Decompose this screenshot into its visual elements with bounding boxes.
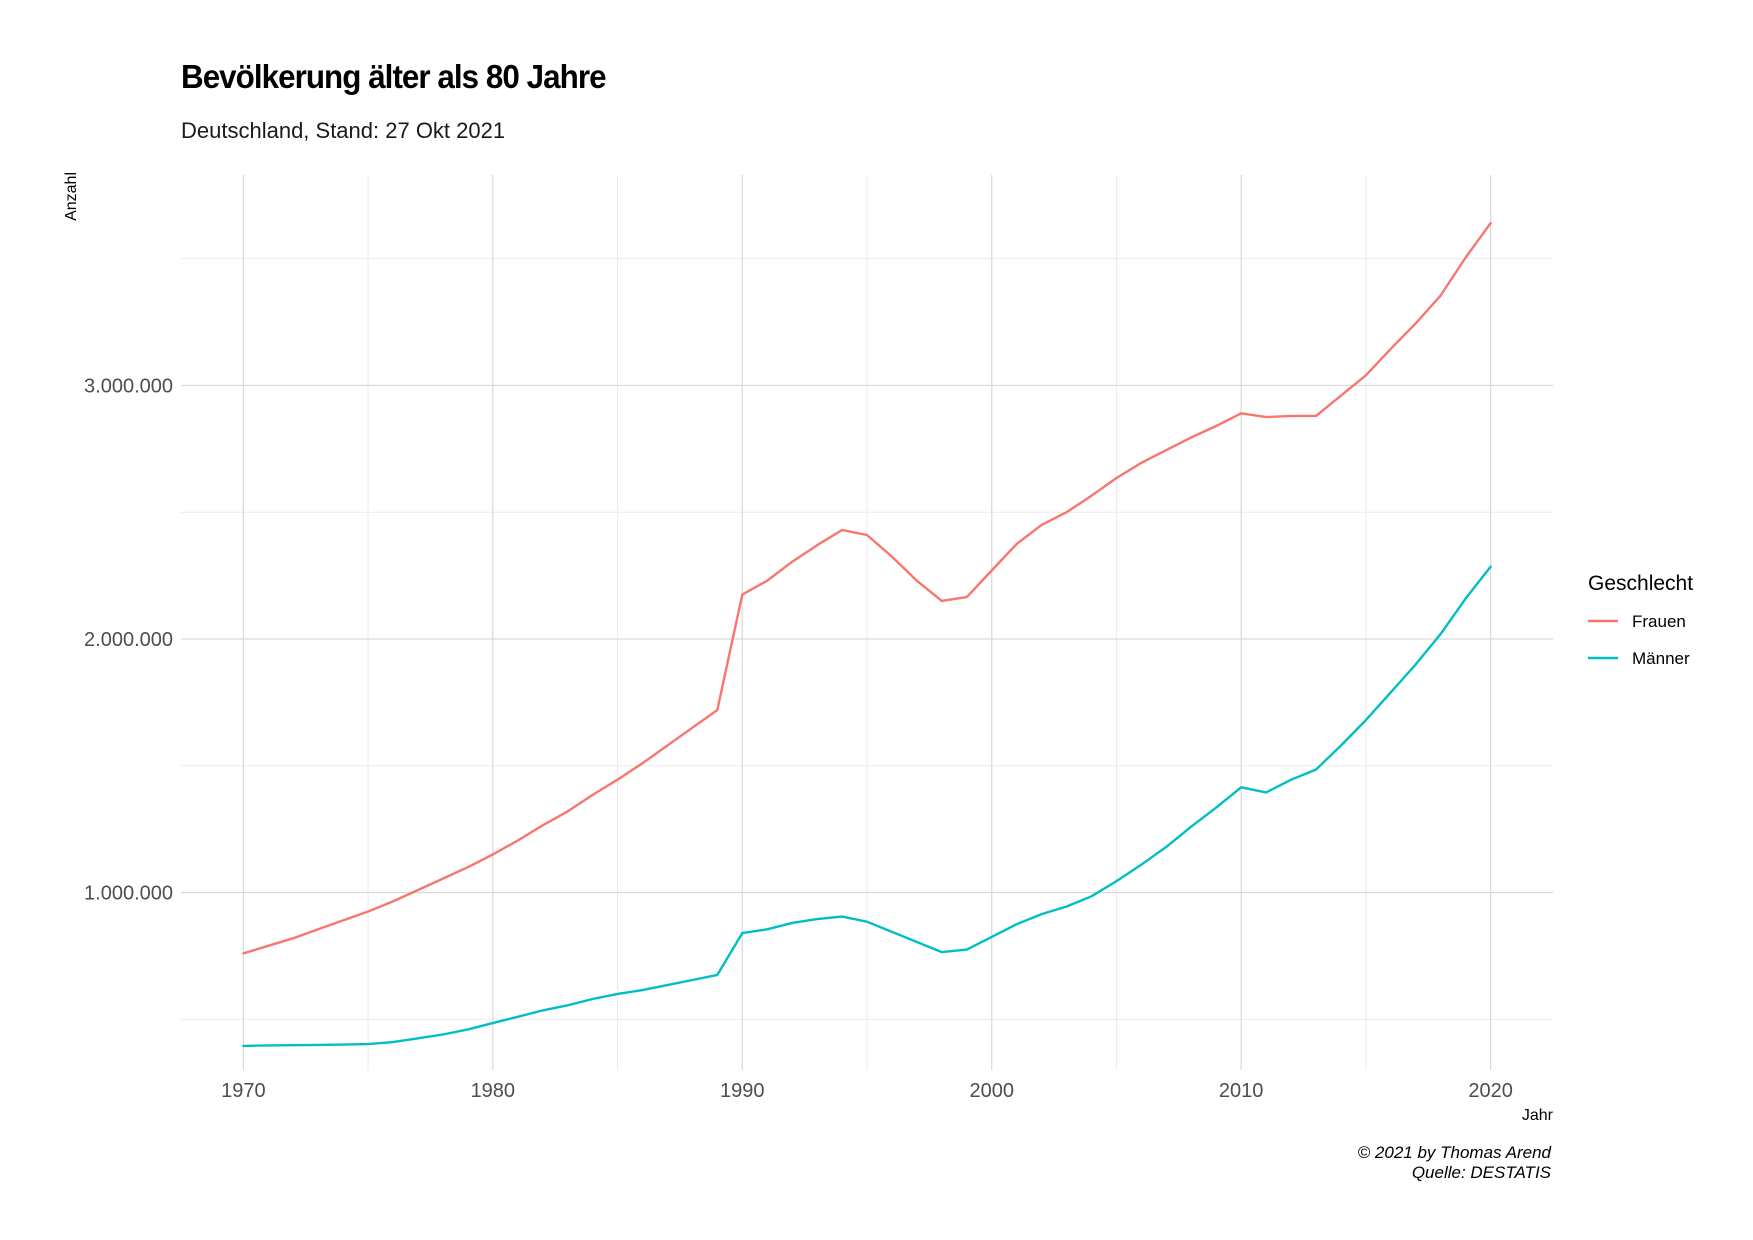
y-tick-label: 2.000.000 [84, 629, 173, 651]
legend-title: Geschlecht [1588, 572, 1693, 595]
y-tick-label: 3.000.000 [84, 375, 173, 397]
caption-copyright: © 2021 by Thomas Arend [1357, 1143, 1551, 1162]
y-axis-tick-labels: 1.000.000 2.000.000 3.000.000 [84, 375, 173, 904]
x-tick-label: 2010 [1219, 1080, 1264, 1102]
x-tick-label: 2020 [1468, 1080, 1513, 1102]
series-line-maenner [242, 565, 1492, 1048]
y-axis-title: Anzahl [63, 172, 80, 221]
x-tick-label: 1990 [720, 1080, 765, 1102]
x-tick-label: 1970 [221, 1080, 266, 1102]
x-tick-label: 2000 [969, 1080, 1014, 1102]
legend-label-maenner: Männer [1632, 649, 1690, 668]
legend-label-frauen: Frauen [1632, 612, 1686, 631]
caption-source: Quelle: DESTATIS [1411, 1163, 1551, 1182]
caption: © 2021 by Thomas Arend Quelle: DESTATIS [1358, 1143, 1551, 1183]
chart-title: Bevölkerung älter als 80 Jahre [181, 58, 607, 95]
series-line-frauen [242, 221, 1492, 955]
series-layer [242, 221, 1492, 1048]
y-tick-label: 1.000.000 [84, 883, 173, 905]
x-axis-tick-labels: 1970 1980 1990 2000 2010 2020 [221, 1080, 1513, 1102]
x-tick-label: 1980 [471, 1080, 516, 1102]
x-axis-title: Jahr [1522, 1107, 1554, 1124]
legend: Geschlecht Frauen Männer [1588, 572, 1693, 668]
minor-gridlines [181, 175, 1553, 1070]
chart-subtitle: Deutschland, Stand: 27 Okt 2021 [181, 118, 506, 143]
